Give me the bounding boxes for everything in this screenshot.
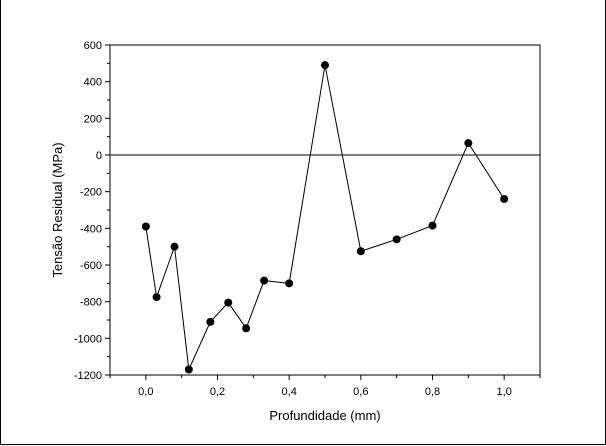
series-line — [145, 65, 505, 372]
data-point — [224, 298, 233, 307]
y-tick-label: 200 — [84, 113, 102, 125]
data-point — [184, 365, 193, 374]
y-tick-label: 400 — [84, 77, 102, 89]
y-axis-ticks: -1200 -1000 -800 -600 -400 -200 0 200 400 600 — [74, 40, 110, 382]
plot-area: 0,0 0,2 0,4 0,6 0,8 1,0 -1200 -1000 -800 -600 -40… — [74, 40, 541, 398]
data-point — [285, 279, 294, 288]
y-tick-label: -600 — [80, 260, 102, 272]
data-point — [170, 242, 179, 251]
x-tick-label: 0,0 — [138, 386, 153, 398]
data-point — [141, 222, 150, 231]
data-point — [464, 139, 473, 148]
y-tick-label: -1000 — [74, 333, 102, 345]
y-tick-label: 0 — [96, 150, 102, 162]
plot-border — [109, 44, 541, 376]
x-axis-ticks: 0,0 0,2 0,4 0,6 0,8 1,0 — [109, 375, 541, 398]
data-point — [260, 276, 269, 285]
x-tick-label: 0,8 — [425, 386, 440, 398]
data-point — [500, 195, 509, 203]
data-point — [356, 247, 365, 256]
data-point — [392, 235, 401, 244]
x-tick-label: 0,2 — [210, 386, 225, 398]
data-point — [428, 221, 437, 230]
x-tick-label: 0,6 — [353, 386, 368, 398]
data-point — [321, 61, 329, 70]
data-series — [141, 61, 509, 374]
data-point — [242, 324, 251, 333]
data-point — [152, 293, 161, 302]
y-tick-label: -800 — [80, 297, 102, 309]
y-tick-label: -1200 — [74, 370, 102, 382]
y-tick-label: -200 — [80, 187, 102, 199]
x-tick-label: 0,4 — [282, 386, 297, 398]
y-axis-title: Tensão Residual (MPa) — [50, 142, 65, 277]
y-tick-label: -400 — [80, 223, 102, 235]
y-tick-label: 600 — [84, 40, 102, 52]
data-point — [206, 317, 215, 326]
x-tick-label: 1,0 — [497, 386, 512, 398]
x-axis-title: Profundidade (mm) — [269, 408, 380, 423]
